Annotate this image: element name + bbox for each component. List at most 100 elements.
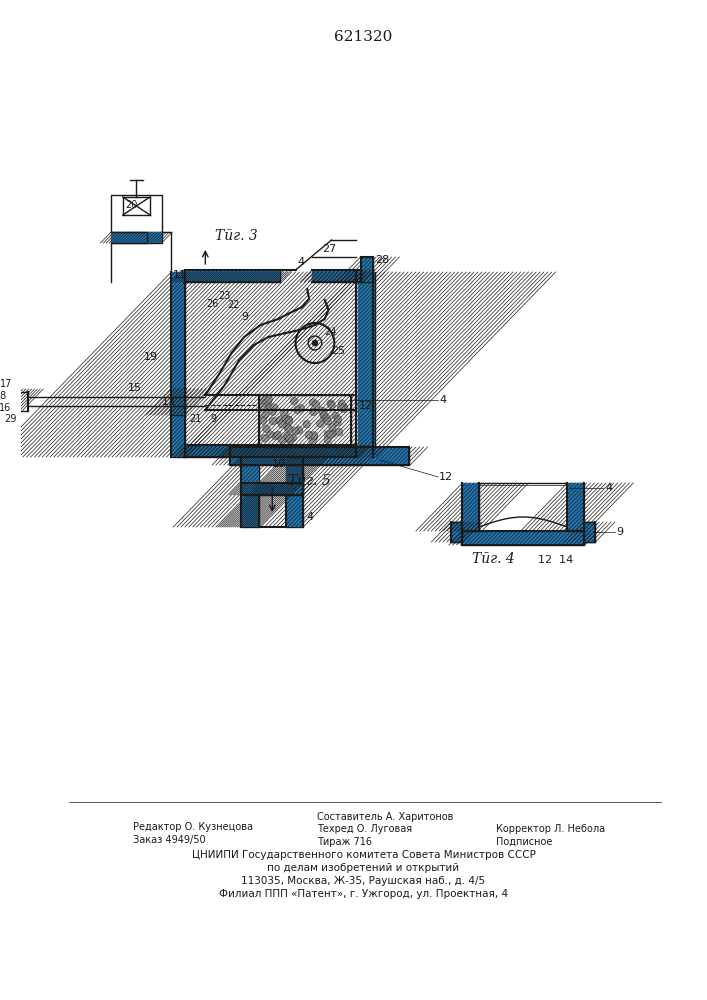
Circle shape: [264, 397, 271, 405]
Bar: [358, 272, 375, 457]
Bar: [241, 483, 303, 495]
Circle shape: [291, 397, 298, 405]
Bar: [183, 445, 356, 457]
Circle shape: [329, 430, 337, 437]
Circle shape: [338, 400, 346, 407]
Text: по делам изобретений и открытий: по делам изобретений и открытий: [267, 863, 460, 873]
Bar: [259, 395, 351, 447]
Bar: [312, 270, 361, 282]
Circle shape: [305, 431, 312, 439]
Bar: [8, 389, 18, 414]
Text: 28: 28: [375, 255, 390, 265]
Bar: [567, 483, 584, 531]
Bar: [111, 232, 162, 243]
Bar: [286, 457, 303, 527]
Circle shape: [271, 404, 278, 412]
Bar: [171, 272, 185, 457]
Text: Подписное: Подписное: [496, 837, 553, 847]
Circle shape: [264, 401, 271, 409]
Circle shape: [274, 431, 281, 439]
Circle shape: [259, 403, 267, 411]
Circle shape: [336, 428, 343, 436]
Text: 19: 19: [144, 352, 158, 362]
Text: Тираж 716: Тираж 716: [317, 837, 372, 847]
Circle shape: [328, 401, 335, 409]
Bar: [241, 483, 303, 495]
Text: 27: 27: [322, 244, 336, 254]
Circle shape: [276, 417, 283, 424]
Circle shape: [298, 405, 305, 412]
Text: 23: 23: [218, 291, 230, 301]
Text: Заказ 4949/50: Заказ 4949/50: [132, 835, 205, 845]
Bar: [567, 483, 584, 531]
Circle shape: [283, 415, 290, 423]
Circle shape: [292, 427, 299, 435]
Circle shape: [312, 401, 320, 408]
Text: 621320: 621320: [334, 30, 392, 44]
Circle shape: [332, 412, 339, 419]
Circle shape: [278, 436, 286, 443]
Text: Техред О. Луговая: Техред О. Луговая: [317, 824, 412, 834]
Circle shape: [312, 340, 318, 346]
Circle shape: [262, 411, 269, 419]
Text: Редактор О. Кузнецова: Редактор О. Кузнецова: [132, 822, 252, 832]
Bar: [312, 270, 361, 282]
Text: 16: 16: [0, 403, 11, 413]
Text: 21: 21: [189, 414, 201, 424]
Circle shape: [287, 436, 294, 444]
Circle shape: [263, 425, 270, 432]
Circle shape: [310, 408, 317, 416]
Bar: [451, 522, 462, 542]
Circle shape: [267, 431, 274, 438]
Circle shape: [269, 408, 276, 415]
Text: 4: 4: [306, 512, 313, 522]
Text: 9: 9: [210, 414, 216, 424]
Circle shape: [296, 426, 303, 434]
Circle shape: [262, 399, 269, 407]
Circle shape: [269, 417, 276, 425]
Circle shape: [265, 396, 272, 403]
Circle shape: [259, 417, 267, 424]
Circle shape: [261, 434, 269, 442]
Circle shape: [309, 437, 316, 445]
Bar: [462, 531, 584, 545]
Bar: [462, 483, 479, 531]
Bar: [584, 522, 595, 542]
Circle shape: [285, 416, 293, 424]
Text: 24: 24: [325, 327, 337, 337]
Text: 113035, Москва, Ж-35, Раушская наб., д. 4/5: 113035, Москва, Ж-35, Раушская наб., д. …: [241, 876, 486, 886]
Circle shape: [284, 416, 292, 424]
Bar: [462, 483, 479, 531]
Circle shape: [286, 417, 293, 424]
Text: 25: 25: [332, 346, 346, 356]
Circle shape: [317, 420, 324, 427]
Circle shape: [281, 410, 288, 418]
Bar: [183, 445, 356, 457]
Circle shape: [324, 430, 332, 438]
Circle shape: [284, 432, 291, 440]
Bar: [8, 389, 18, 414]
Circle shape: [327, 431, 334, 439]
Circle shape: [272, 432, 279, 440]
Text: 29: 29: [4, 414, 17, 424]
Text: Корректор Л. Небола: Корректор Л. Небола: [496, 824, 606, 834]
Bar: [230, 447, 409, 465]
Circle shape: [278, 420, 286, 428]
Circle shape: [261, 397, 268, 404]
Circle shape: [340, 404, 348, 411]
Text: 4: 4: [298, 257, 305, 267]
Circle shape: [327, 400, 334, 407]
Bar: [171, 272, 185, 457]
Bar: [584, 522, 595, 542]
Text: 4: 4: [439, 395, 446, 405]
Bar: [230, 447, 409, 465]
Bar: [462, 531, 584, 545]
Bar: [241, 457, 259, 527]
Circle shape: [319, 407, 326, 415]
Circle shape: [324, 417, 332, 425]
Bar: [286, 457, 303, 527]
Text: 18: 18: [0, 391, 7, 401]
Bar: [241, 457, 259, 527]
Bar: [171, 389, 185, 415]
Circle shape: [323, 415, 330, 422]
